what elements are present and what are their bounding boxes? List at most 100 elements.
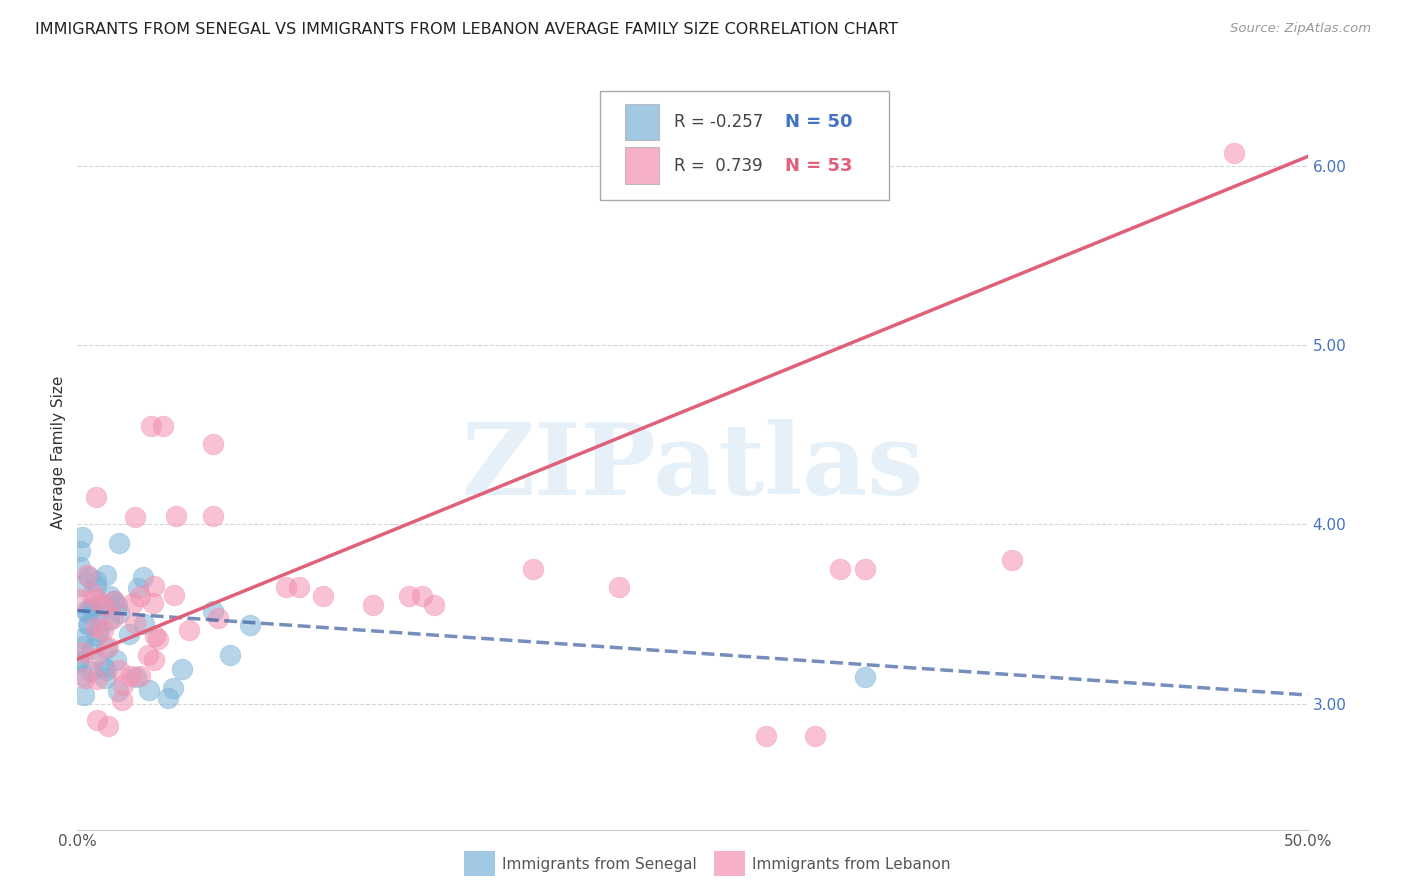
Point xyxy=(101,611,124,625)
Point xyxy=(89,598,111,612)
Point xyxy=(218,648,240,662)
Point xyxy=(146,632,169,646)
Point xyxy=(70,530,93,544)
Point xyxy=(86,672,108,686)
Point xyxy=(239,618,262,632)
Point xyxy=(830,562,852,576)
Text: N = 50: N = 50 xyxy=(785,112,852,131)
Point xyxy=(142,596,165,610)
Point xyxy=(84,620,107,634)
Point xyxy=(91,599,114,613)
Point xyxy=(276,580,298,594)
Point xyxy=(121,669,143,683)
Point xyxy=(80,601,103,615)
FancyBboxPatch shape xyxy=(624,103,659,140)
FancyBboxPatch shape xyxy=(624,147,659,184)
Point xyxy=(165,508,187,523)
Point xyxy=(118,627,141,641)
Point xyxy=(136,648,159,663)
Point xyxy=(103,594,125,608)
Point xyxy=(522,562,544,576)
Point xyxy=(86,591,108,606)
Point xyxy=(76,618,98,632)
Point xyxy=(1223,146,1246,161)
Point xyxy=(201,604,224,618)
Point xyxy=(76,568,98,582)
Point xyxy=(75,604,97,618)
Point xyxy=(107,536,129,550)
Point xyxy=(157,691,180,706)
Point xyxy=(94,671,117,685)
Point xyxy=(76,607,98,621)
Point xyxy=(755,729,778,743)
Point xyxy=(129,669,152,683)
Point xyxy=(142,579,165,593)
Point xyxy=(152,418,174,433)
Point xyxy=(105,598,128,612)
Point xyxy=(398,589,420,603)
Point xyxy=(98,590,121,604)
Point xyxy=(72,639,94,653)
Point xyxy=(104,653,127,667)
Point xyxy=(86,628,108,642)
Point xyxy=(84,490,107,504)
Point xyxy=(111,693,134,707)
Point xyxy=(75,671,97,685)
Point xyxy=(98,613,121,627)
Point xyxy=(143,629,166,643)
Point xyxy=(69,560,91,574)
Point xyxy=(312,589,335,603)
Point xyxy=(172,662,194,676)
Point xyxy=(84,579,107,593)
Point xyxy=(361,599,384,613)
Point xyxy=(853,670,876,684)
Point xyxy=(72,631,94,645)
Point xyxy=(82,586,104,600)
Text: ZIPatlas: ZIPatlas xyxy=(461,419,924,516)
Point xyxy=(124,615,146,630)
Text: R =  0.739: R = 0.739 xyxy=(673,156,779,175)
Point xyxy=(607,580,630,594)
Point xyxy=(853,562,876,576)
Text: IMMIGRANTS FROM SENEGAL VS IMMIGRANTS FROM LEBANON AVERAGE FAMILY SIZE CORRELATI: IMMIGRANTS FROM SENEGAL VS IMMIGRANTS FR… xyxy=(35,22,898,37)
Point xyxy=(179,623,201,637)
Point xyxy=(83,651,105,665)
Point xyxy=(127,582,149,596)
Point xyxy=(107,606,129,620)
Text: N = 53: N = 53 xyxy=(785,156,852,175)
Point xyxy=(86,713,108,727)
Point xyxy=(94,641,117,656)
Point xyxy=(66,655,89,669)
Point xyxy=(201,436,224,450)
Text: Immigrants from Senegal: Immigrants from Senegal xyxy=(502,857,697,871)
Point xyxy=(201,508,224,523)
Point xyxy=(80,642,103,657)
Point xyxy=(207,611,229,625)
Point xyxy=(111,678,134,692)
Point xyxy=(122,596,145,610)
Y-axis label: Average Family Size: Average Family Size xyxy=(51,376,66,529)
Point xyxy=(80,600,103,615)
Point xyxy=(411,589,433,603)
Point xyxy=(84,574,107,588)
Point xyxy=(138,682,160,697)
Point xyxy=(70,645,93,659)
Point xyxy=(288,580,311,594)
Point xyxy=(125,670,148,684)
Point xyxy=(132,616,155,631)
Point xyxy=(1001,553,1024,567)
Text: Source: ZipAtlas.com: Source: ZipAtlas.com xyxy=(1230,22,1371,36)
Point xyxy=(73,688,96,702)
Point xyxy=(67,591,90,606)
Point xyxy=(103,594,125,608)
Text: R = -0.257: R = -0.257 xyxy=(673,112,779,131)
Point xyxy=(72,668,94,682)
Point xyxy=(96,664,118,678)
Point xyxy=(94,568,117,582)
Point xyxy=(124,510,146,524)
Point xyxy=(89,624,111,639)
Point xyxy=(97,640,120,655)
Point xyxy=(97,718,120,732)
FancyBboxPatch shape xyxy=(600,91,890,200)
Point xyxy=(87,607,110,621)
